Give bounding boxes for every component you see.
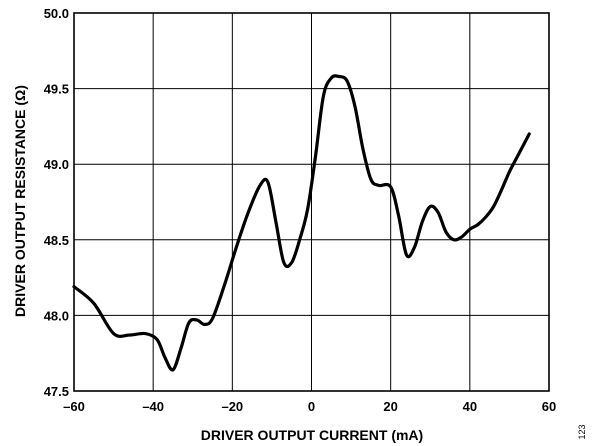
x-tick-label: –20 (221, 399, 243, 414)
x-tick-label: –60 (63, 399, 85, 414)
y-tick-label: 50.0 (44, 6, 69, 21)
resistance-series-line (72, 74, 531, 372)
x-tick-label: 20 (383, 399, 397, 414)
figure-number: 123 (577, 424, 587, 439)
plot-frame (73, 12, 550, 392)
x-tick-label: –40 (142, 399, 164, 414)
x-tick-label: 40 (463, 399, 477, 414)
y-tick-label: 49.0 (44, 157, 69, 172)
y-axis-title: DRIVER OUTPUT RESISTANCE (Ω) (12, 85, 28, 317)
x-tick-label: 0 (308, 399, 315, 414)
x-axis-title: DRIVER OUTPUT CURRENT (mA) (201, 427, 423, 443)
tick-labels: –60 –40 –20 0 20 40 60 47.5 48.0 48.5 49.0 49.5 50.0 (44, 6, 557, 414)
y-tick-label: 48.0 (44, 308, 69, 323)
x-tick-label: 60 (542, 399, 556, 414)
y-tick-label: 47.5 (44, 384, 69, 399)
y-tick-label: 49.5 (44, 82, 69, 97)
y-tick-label: 48.5 (44, 233, 69, 248)
